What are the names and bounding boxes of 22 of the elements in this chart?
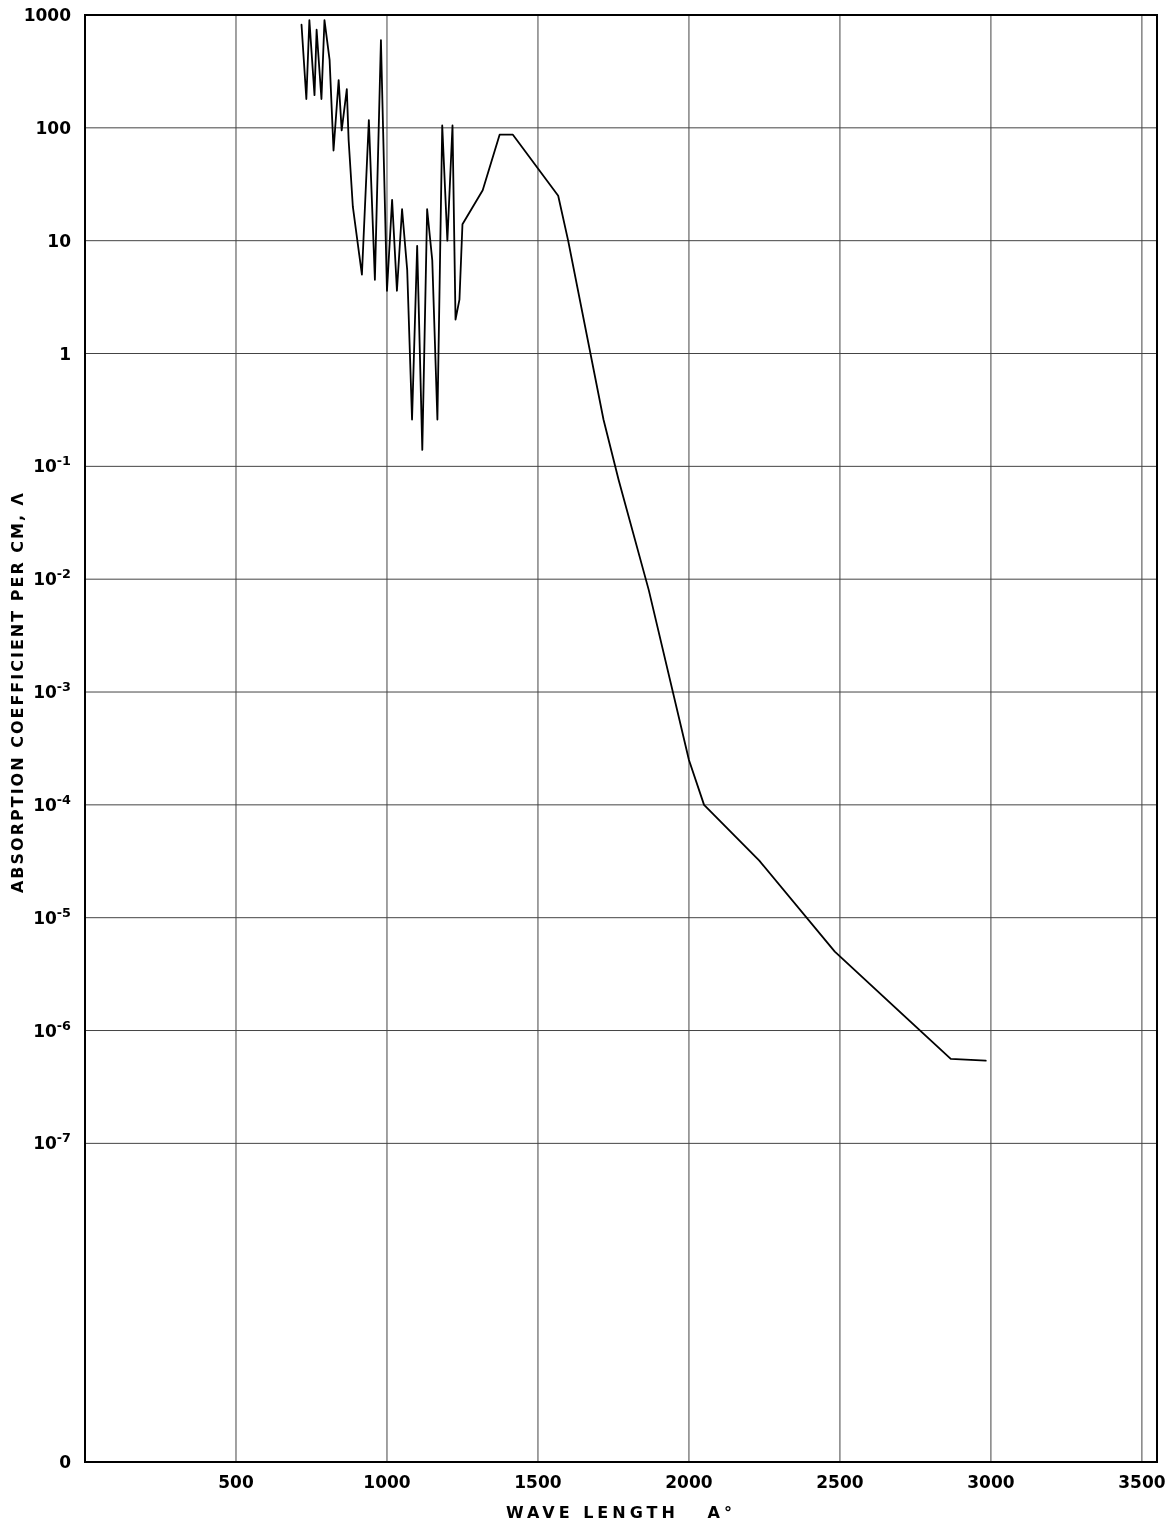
x-tick-label: 2500 — [816, 1472, 864, 1492]
x-tick-label: 1000 — [363, 1472, 411, 1492]
x-tick-label: 1500 — [514, 1472, 562, 1492]
x-tick-label: 2000 — [665, 1472, 713, 1492]
y-tick-label: 10$^{-1}$ — [33, 452, 71, 477]
y-axis-title: ABSORPTION COEFFICIENT PER CM, Λ — [8, 491, 27, 894]
y-tick-label: 100 — [35, 117, 72, 138]
x-tick-label: 500 — [218, 1472, 254, 1492]
y-tick-label: 10$^{-7}$ — [33, 1129, 71, 1154]
line-series — [300, 19, 987, 1062]
y-tick-label: 10$^{-4}$ — [33, 791, 72, 815]
y-tick-label: 0 — [59, 1452, 72, 1472]
y-tick-label: 1000 — [23, 5, 72, 25]
x-tick-label: 3500 — [1118, 1472, 1166, 1492]
y-tick-label: 1 — [59, 343, 71, 364]
y-tick-label: 10$^{-2}$ — [33, 565, 71, 590]
x-tick-label: 3000 — [967, 1472, 1015, 1492]
y-tick-label: 10$^{-3}$ — [33, 678, 71, 703]
y-tick-label: 10$^{-5}$ — [33, 904, 71, 928]
y-tick-label: 10 — [47, 230, 72, 251]
y-tick-label: 10$^{-6}$ — [33, 1017, 72, 1041]
x-axis-title: WAVE LENGTH A° — [506, 1503, 736, 1522]
